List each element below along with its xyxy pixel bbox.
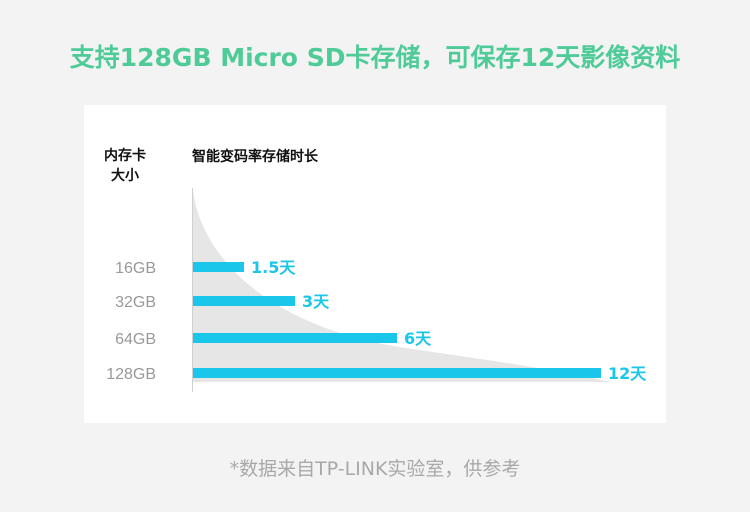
y-axis-title-line2: 大小 — [111, 168, 139, 184]
y-axis-title-line1: 内存卡 — [104, 148, 146, 164]
data-label: 1.5天 — [251, 258, 296, 277]
data-label: 3天 — [302, 292, 330, 311]
bar-64GB — [193, 333, 397, 343]
data-label: 6天 — [404, 329, 432, 348]
bar-32GB — [193, 296, 295, 306]
y-tick-label: 128GB — [106, 366, 156, 383]
bar-16GB — [193, 262, 244, 272]
decay-area — [193, 190, 610, 382]
page-title: 支持128GB Micro SD卡存储，可保存12天影像资料 — [69, 43, 681, 72]
y-tick-label: 32GB — [115, 294, 156, 311]
x-axis-title: 智能变码率存储时长 — [192, 149, 318, 165]
y-axis-title: 内存卡 大小 — [98, 146, 152, 186]
bar-128GB — [193, 368, 601, 378]
footnote: *数据来自TP-LINK实验室，供参考 — [229, 458, 521, 480]
y-tick-label: 64GB — [115, 331, 156, 348]
y-tick-label: 16GB — [115, 260, 156, 277]
data-label: 12天 — [608, 364, 647, 383]
